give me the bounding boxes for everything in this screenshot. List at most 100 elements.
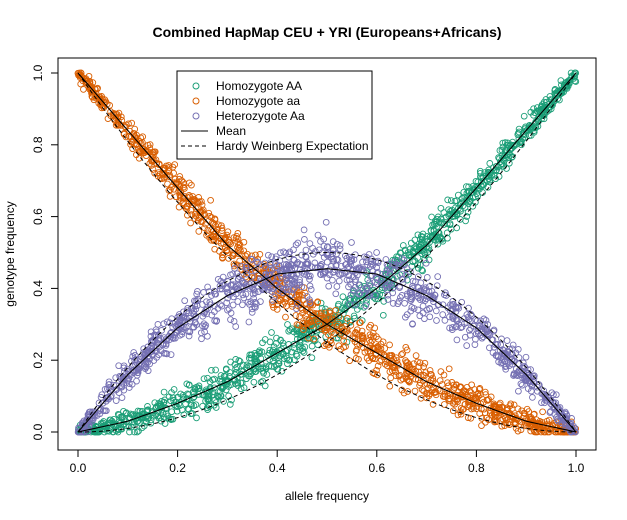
data-point [460,188,468,196]
data-point [273,275,281,282]
data-point [472,177,480,185]
mean-curve-2 [77,268,577,433]
data-point [449,324,456,331]
data-point [125,423,133,431]
data-point [227,271,234,279]
data-point [469,202,477,210]
data-point [136,148,144,156]
data-point [218,224,226,232]
data-point [204,230,212,238]
data-point [200,289,207,296]
data-point [200,375,208,383]
data-point [223,299,231,307]
data-point [532,428,540,436]
data-point [439,311,447,318]
data-point [213,392,221,400]
data-point [389,300,397,307]
data-point [265,278,272,285]
data-point [162,340,170,348]
data-point [234,230,242,237]
x-axis: 0.0 0.2 0.4 0.6 0.8 1.0 [70,449,585,475]
data-point [471,341,479,348]
data-point [437,368,445,375]
data-point [572,428,579,436]
data-point [342,261,349,268]
data-point [253,357,260,364]
data-point [250,285,257,293]
data-point [449,407,457,415]
data-point [492,167,500,174]
data-point [351,330,359,337]
data-point [417,394,425,402]
data-point [412,367,420,375]
data-point [366,337,373,344]
data-point [314,231,322,239]
data-point [437,219,444,227]
data-point [429,233,437,241]
data-point [269,285,277,292]
data-point [303,316,311,323]
data-point [484,169,492,177]
data-point [223,246,231,254]
data-point [500,154,507,162]
data-point [129,145,136,153]
data-point [400,389,408,397]
data-point [509,341,517,349]
data-point [396,282,404,290]
data-point [231,264,238,272]
data-point [418,266,426,274]
data-point [169,163,177,171]
x-tick-label: 1.0 [568,461,585,475]
data-point [268,363,275,370]
data-point [131,428,138,436]
data-point [268,329,275,336]
data-point [356,289,364,297]
data-point [431,291,439,299]
data-point [305,316,313,324]
data-point [161,420,169,427]
data-point [454,191,462,199]
data-point [185,332,193,340]
data-point [423,287,430,294]
data-point [486,178,494,186]
data-point [510,372,517,379]
data-point [538,399,545,406]
data-point [224,228,232,236]
data-point [322,320,329,328]
data-point [125,375,133,382]
data-point [277,249,284,257]
data-point [240,294,248,302]
data-point [303,293,311,300]
data-point [110,415,118,423]
data-point [234,247,242,254]
data-point [355,281,363,289]
data-point [295,292,303,299]
data-point [381,269,389,277]
data-point [342,252,349,260]
data-point [234,238,242,246]
data-point [339,293,347,301]
data-point [243,267,251,274]
data-point [139,139,146,146]
data-point [168,315,176,323]
data-point [525,132,533,139]
data-point [165,162,173,169]
series-2-points [74,218,579,436]
data-point [470,186,478,193]
data-point [173,329,181,336]
data-point [125,132,133,140]
data-point [164,180,171,188]
data-point [211,308,218,315]
legend-label: Heterozygote Aa [216,109,305,123]
data-point [423,274,431,281]
hwe-curve-1 [77,72,576,433]
y-tick-label: 0.2 [31,352,45,369]
data-point [215,221,222,229]
data-point [264,251,272,259]
data-point [373,366,380,374]
data-point [478,334,486,342]
data-point [419,302,427,310]
data-point [257,355,265,362]
data-point [254,259,261,267]
data-point [541,391,548,399]
